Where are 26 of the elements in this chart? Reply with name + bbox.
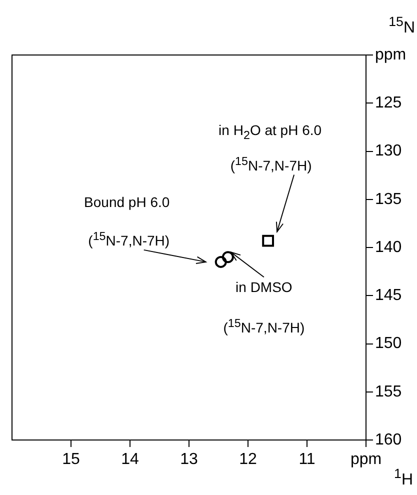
y-tick-label: 130 xyxy=(375,142,402,160)
annotation: ($^{15}$N-7,N-7H) xyxy=(88,228,170,251)
y-tick-label: 145 xyxy=(375,287,402,304)
annotation: ($^{15}$N-7,N-7H) xyxy=(230,154,312,176)
x-tick-label: 12 xyxy=(239,451,257,468)
x-tick-label: ppm xyxy=(350,451,382,468)
point xyxy=(262,234,274,247)
x-tick-label: 13 xyxy=(180,451,198,468)
y-tick-label: 150 xyxy=(375,335,402,352)
annotation: Bound pH 6.0 xyxy=(84,192,170,212)
y-tick-label: 135 xyxy=(375,190,402,208)
y-tick-label: 140 xyxy=(375,238,402,256)
point xyxy=(214,256,227,268)
x-tick-label: 14 xyxy=(121,451,139,468)
y-tick-label: 125 xyxy=(375,94,402,112)
point xyxy=(222,251,234,264)
y-tick-label: 160 xyxy=(375,431,402,448)
x-tick-label: 11 xyxy=(298,451,316,468)
x-tick-label: 15 xyxy=(62,451,80,468)
annotation: ($^{15}$N-7,N-7H) xyxy=(223,316,305,338)
annotation: in DMSO xyxy=(236,278,292,298)
y-tick-label: 155 xyxy=(375,383,402,400)
annotation: in H$_{2}$O at pH 6.0 xyxy=(218,120,322,144)
y-tick-label: ppm xyxy=(375,46,406,64)
y-axis-title: $^{15}$N xyxy=(388,14,415,38)
x-axis-title: $^{1}$H xyxy=(394,466,413,490)
